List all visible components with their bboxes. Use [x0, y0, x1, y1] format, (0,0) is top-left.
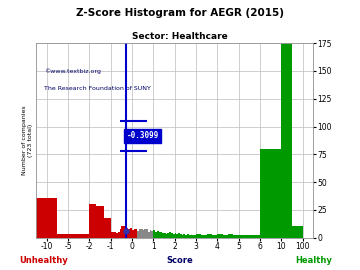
Bar	[160, 232, 162, 238]
Y-axis label: Number of companies
(723 total): Number of companies (723 total)	[22, 106, 33, 175]
Bar	[292, 227, 302, 238]
Bar	[176, 234, 178, 238]
Bar	[47, 198, 57, 238]
Text: Sector: Healthcare: Sector: Healthcare	[132, 32, 228, 41]
Text: ©www.textbiz.org: ©www.textbiz.org	[44, 69, 101, 74]
Bar	[187, 234, 189, 238]
Bar	[135, 229, 137, 238]
Bar	[116, 233, 118, 238]
Bar	[239, 235, 244, 238]
Bar	[146, 229, 148, 238]
Bar	[96, 207, 104, 238]
Bar	[196, 234, 201, 238]
Bar	[36, 198, 47, 238]
Bar	[68, 234, 78, 238]
Text: The Research Foundation of SUNY: The Research Foundation of SUNY	[44, 86, 151, 91]
Bar	[180, 234, 182, 238]
Bar	[152, 231, 153, 238]
Bar	[137, 231, 139, 238]
Bar	[192, 235, 194, 238]
Bar	[166, 234, 167, 238]
Bar	[184, 234, 185, 238]
Bar	[233, 235, 239, 238]
Bar	[162, 233, 164, 238]
Text: -0.3099: -0.3099	[127, 131, 159, 140]
Bar	[130, 228, 132, 238]
Text: Z-Score Histogram for AEGR (2015): Z-Score Histogram for AEGR (2015)	[76, 8, 284, 18]
Bar	[260, 149, 281, 238]
Bar	[171, 233, 173, 238]
Bar	[169, 232, 171, 238]
Bar	[173, 234, 175, 238]
Bar	[121, 227, 123, 238]
Bar	[123, 227, 125, 238]
Bar	[139, 229, 141, 238]
Bar	[120, 229, 121, 238]
Bar	[118, 232, 120, 238]
Bar	[129, 229, 130, 238]
Bar	[228, 234, 233, 238]
Text: Healthy: Healthy	[295, 256, 332, 265]
Bar	[141, 229, 143, 238]
Bar	[104, 218, 111, 238]
Bar	[111, 232, 116, 238]
Bar	[134, 229, 135, 238]
Bar	[157, 231, 159, 238]
Bar	[132, 230, 134, 238]
Bar	[164, 233, 166, 238]
Bar	[201, 235, 207, 238]
Bar	[144, 229, 146, 238]
Bar	[244, 235, 249, 238]
Bar	[222, 235, 228, 238]
Bar	[78, 234, 89, 238]
Bar	[185, 235, 187, 238]
Bar	[212, 235, 217, 238]
Bar	[182, 235, 184, 238]
Bar	[190, 235, 192, 238]
Bar	[281, 43, 292, 238]
Bar	[249, 235, 255, 238]
Bar	[167, 233, 169, 238]
Bar	[143, 230, 144, 238]
Bar	[148, 232, 150, 238]
Bar	[125, 229, 127, 238]
Bar	[189, 235, 190, 238]
Bar	[255, 235, 260, 238]
Text: Unhealthy: Unhealthy	[19, 256, 68, 265]
Bar	[194, 235, 196, 238]
Bar	[175, 233, 176, 238]
Text: Score: Score	[167, 256, 193, 265]
Bar	[127, 228, 129, 238]
Bar	[159, 232, 160, 238]
Bar	[155, 232, 157, 238]
Bar	[153, 230, 155, 238]
Bar	[150, 230, 152, 238]
Bar	[57, 234, 68, 238]
Bar	[89, 204, 96, 238]
Bar	[217, 234, 222, 238]
Bar	[207, 234, 212, 238]
Bar	[178, 233, 180, 238]
